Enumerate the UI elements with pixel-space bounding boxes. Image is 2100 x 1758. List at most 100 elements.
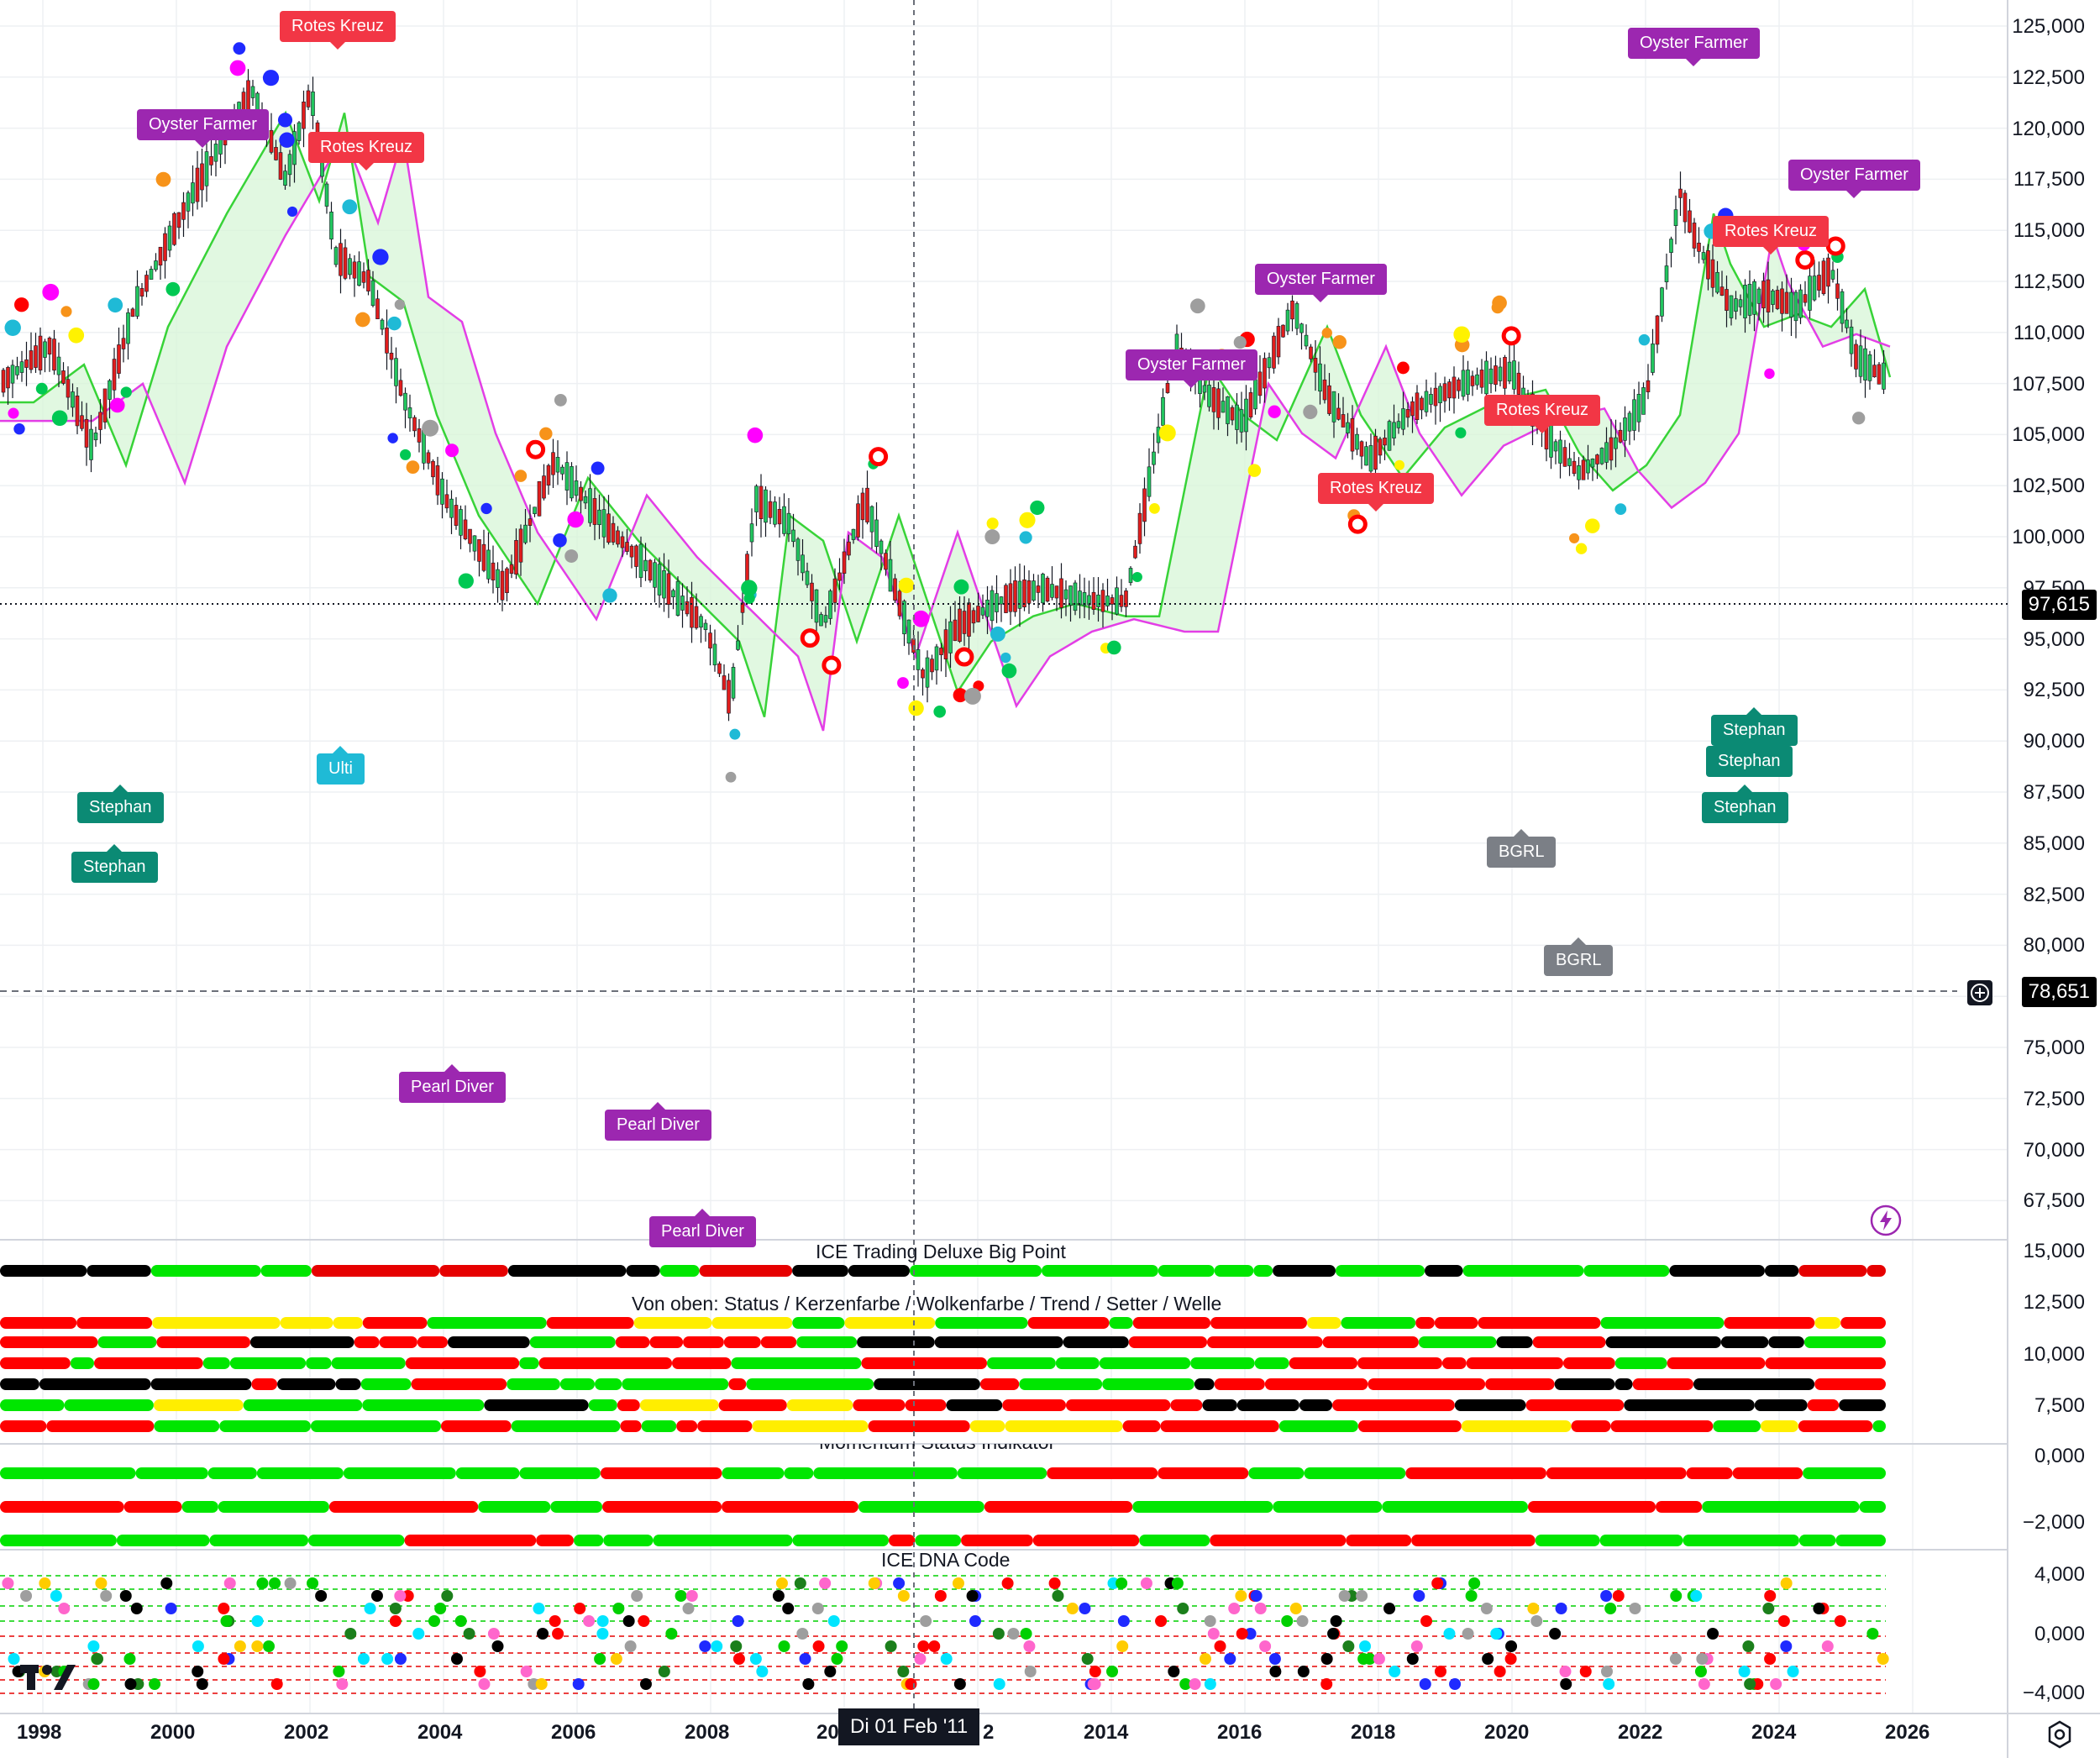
status-segment	[731, 1357, 862, 1369]
dna-dot	[1738, 1666, 1751, 1677]
candle-body	[1152, 451, 1156, 465]
dna-axis-label: 4,000	[2034, 1563, 2085, 1586]
dna-dot	[1389, 1666, 1401, 1677]
status-segment	[152, 1317, 281, 1329]
candle-body	[1503, 357, 1507, 389]
momentum-segment	[1411, 1535, 1536, 1546]
time-axis-label: 2024	[1751, 1721, 1797, 1744]
candle-body	[1304, 334, 1309, 347]
status-segment	[760, 1336, 797, 1348]
dna-dot	[1228, 1603, 1241, 1614]
dna-dot	[491, 1640, 504, 1652]
dna-dot	[1338, 1590, 1351, 1602]
dna-dot	[1770, 1678, 1782, 1690]
candle-body	[648, 559, 653, 581]
dna-dot	[622, 1615, 635, 1627]
dna-dot	[1079, 1603, 1091, 1614]
dna-dot	[1762, 1603, 1775, 1614]
price-axis-label: 95,000	[2023, 627, 2085, 651]
candle-body	[1798, 289, 1803, 318]
candle-body	[888, 559, 893, 592]
candle-body	[1609, 437, 1614, 461]
candle-body	[533, 506, 537, 514]
tradingview-logo-icon[interactable]	[20, 1661, 79, 1692]
candle-body	[1359, 441, 1364, 457]
pane-title-status: Von oben: Status / Kerzenfarbe / Wolkenf…	[632, 1293, 1222, 1315]
plus-circle-icon[interactable]	[1967, 980, 1992, 1005]
candle-body	[1756, 288, 1761, 304]
dna-dot	[223, 1577, 236, 1589]
status-segment	[1624, 1399, 1755, 1411]
status-segment	[260, 1265, 312, 1277]
dna-dot	[1465, 1590, 1478, 1602]
pane-title-dna: ICE DNA Code	[881, 1549, 1011, 1571]
status-segment	[786, 1399, 853, 1411]
dna-dot	[1690, 1590, 1703, 1602]
status-segment	[1005, 1420, 1123, 1432]
signal-dot	[1638, 333, 1651, 346]
gear-icon[interactable]	[2045, 1719, 2075, 1750]
momentum-segment	[1683, 1535, 1799, 1546]
dna-dot	[218, 1603, 230, 1614]
candle-body	[339, 243, 343, 276]
candle-body	[791, 529, 795, 543]
candle-body	[1401, 408, 1405, 430]
candle-body	[444, 494, 449, 509]
dna-dot	[357, 1653, 370, 1665]
candle-body	[172, 213, 176, 245]
status-segment	[1798, 1265, 1867, 1277]
price-axis-label: 85,000	[2023, 832, 2085, 855]
candle-body	[1100, 590, 1105, 612]
dna-dot	[594, 1653, 606, 1665]
status-segment	[1461, 1420, 1572, 1432]
dna-dot	[262, 1640, 275, 1652]
dna-dot	[631, 1590, 643, 1602]
candle-body	[653, 562, 657, 588]
momentum-axis-label: −2,000	[2022, 1511, 2085, 1534]
price-axis-label: 72,500	[2023, 1087, 2085, 1110]
signal-dot	[277, 113, 293, 128]
momentum-segment	[207, 1467, 257, 1479]
momentum-segment	[1132, 1501, 1273, 1513]
dna-dot	[50, 1590, 62, 1602]
dna-dot	[1449, 1678, 1462, 1690]
status-segment	[507, 1378, 560, 1390]
status-segment	[331, 1357, 406, 1369]
dna-dot	[58, 1603, 71, 1614]
candle-body	[583, 496, 588, 504]
candle-body	[130, 308, 135, 317]
lightning-icon[interactable]	[1870, 1204, 1902, 1236]
candle-body	[407, 407, 412, 419]
momentum-segment	[1304, 1467, 1406, 1479]
status-segment	[1571, 1420, 1611, 1432]
candle-body	[1346, 422, 1350, 433]
candle-body	[1387, 421, 1392, 451]
candle-body	[1378, 438, 1383, 456]
dna-dot	[1579, 1666, 1592, 1677]
candle-body	[1470, 375, 1475, 386]
dna-dot	[711, 1640, 723, 1652]
candle-body	[1678, 188, 1683, 198]
candle-body	[1008, 583, 1013, 612]
candle-body	[1484, 360, 1488, 395]
signal-dot	[1189, 298, 1205, 314]
momentum-segment	[889, 1535, 916, 1546]
candle-body	[754, 485, 759, 512]
candle-body	[1867, 354, 1872, 381]
candle-body	[204, 151, 209, 186]
dna-dot	[897, 1590, 910, 1602]
dna-dot	[1742, 1640, 1755, 1652]
status-segment	[306, 1357, 332, 1369]
signal-label-oyster-farmer: Oyster Farmer	[1126, 349, 1257, 388]
price-axis-label: 125,000	[2012, 15, 2085, 38]
signal-label-pearl-diver: Pearl Diver	[605, 1102, 711, 1141]
status-segment	[1214, 1378, 1265, 1390]
status-segment	[633, 1317, 712, 1329]
dna-dot	[596, 1628, 609, 1640]
candle-body	[810, 582, 814, 601]
candle-body	[1775, 290, 1780, 309]
status-segment	[0, 1420, 47, 1432]
candle-body	[1729, 295, 1734, 318]
dna-dot	[123, 1653, 136, 1665]
